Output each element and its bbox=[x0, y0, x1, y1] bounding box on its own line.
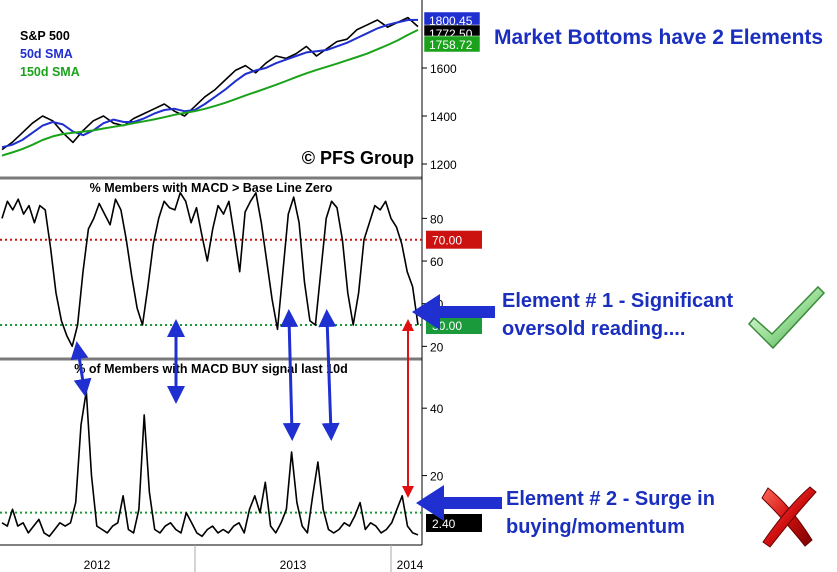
middle-reference-label-0: 70.00 bbox=[432, 234, 462, 248]
top-ytick-label-2: 1600 bbox=[430, 62, 457, 76]
buy-last-value-label: 2.40 bbox=[432, 517, 456, 531]
x-tick-label-1: 2013 bbox=[280, 558, 307, 572]
legend-entry-1: 50d SMA bbox=[20, 47, 73, 61]
middle-panel-title: % Members with MACD > Base Line Zero bbox=[90, 181, 333, 195]
top-series-line-0 bbox=[1, 16, 419, 151]
element1-line1: Element # 1 - Significant bbox=[502, 290, 734, 312]
top-ytick-label-1: 1400 bbox=[430, 110, 457, 124]
sp500-panel: 1200 1400 1600 S&P 500 50d SMA 150d SMA © PFS … bbox=[1, 11, 481, 172]
last-value-label-2: 1758.72 bbox=[429, 38, 473, 52]
element2-line1: Element # 2 - Surge in bbox=[506, 488, 715, 510]
macd-buy-panel: 20 40 % of Members with MACD BUY signal la… bbox=[0, 362, 482, 538]
bottom-ytick-label-0: 20 bbox=[430, 470, 444, 484]
element1-line2: oversold reading.... bbox=[502, 318, 686, 340]
watermark-label: © PFS Group bbox=[302, 148, 414, 168]
element1-pointer-arrow bbox=[412, 294, 495, 330]
checkmark-icon bbox=[747, 285, 826, 350]
annotation-arrows bbox=[70, 294, 502, 521]
last-value-tag-2 bbox=[423, 35, 481, 53]
buy-last-value-tag bbox=[426, 514, 482, 532]
top-series-line-1 bbox=[1, 18, 419, 149]
x-tick-label-2: 2014 bbox=[397, 558, 424, 572]
blue-arrow-4 bbox=[318, 309, 340, 441]
bottom-panel-title: % of Members with MACD BUY signal last 1… bbox=[74, 362, 347, 376]
bottom-series-line-0 bbox=[1, 390, 419, 538]
element2-line2: buying/momentum bbox=[506, 516, 685, 538]
legend-entry-0: S&P 500 bbox=[20, 29, 70, 43]
middle-series-line-0 bbox=[1, 192, 419, 348]
blue-arrow-3 bbox=[280, 309, 301, 441]
x-axis: 2012 2013 2014 bbox=[84, 545, 424, 572]
element2-pointer-arrow bbox=[416, 485, 502, 521]
middle-ytick-label-0: 20 bbox=[430, 340, 444, 354]
middle-ytick-label-2: 60 bbox=[430, 255, 444, 269]
legend-entry-2: 150d SMA bbox=[20, 65, 80, 79]
x-tick-label-0: 2012 bbox=[84, 558, 111, 572]
middle-ytick-label-3: 80 bbox=[430, 212, 444, 226]
bottom-ytick-label-1: 40 bbox=[430, 402, 444, 416]
x-mark-icon bbox=[761, 486, 817, 548]
last-value-label-0: 1800.45 bbox=[429, 14, 473, 28]
blue-arrow-1 bbox=[70, 341, 92, 397]
top-series-line-2 bbox=[1, 29, 419, 157]
middle-reference-tag-0 bbox=[426, 230, 482, 249]
top-ytick-label-0: 1200 bbox=[430, 158, 457, 172]
headline: Market Bottoms have 2 Elements bbox=[494, 26, 824, 49]
